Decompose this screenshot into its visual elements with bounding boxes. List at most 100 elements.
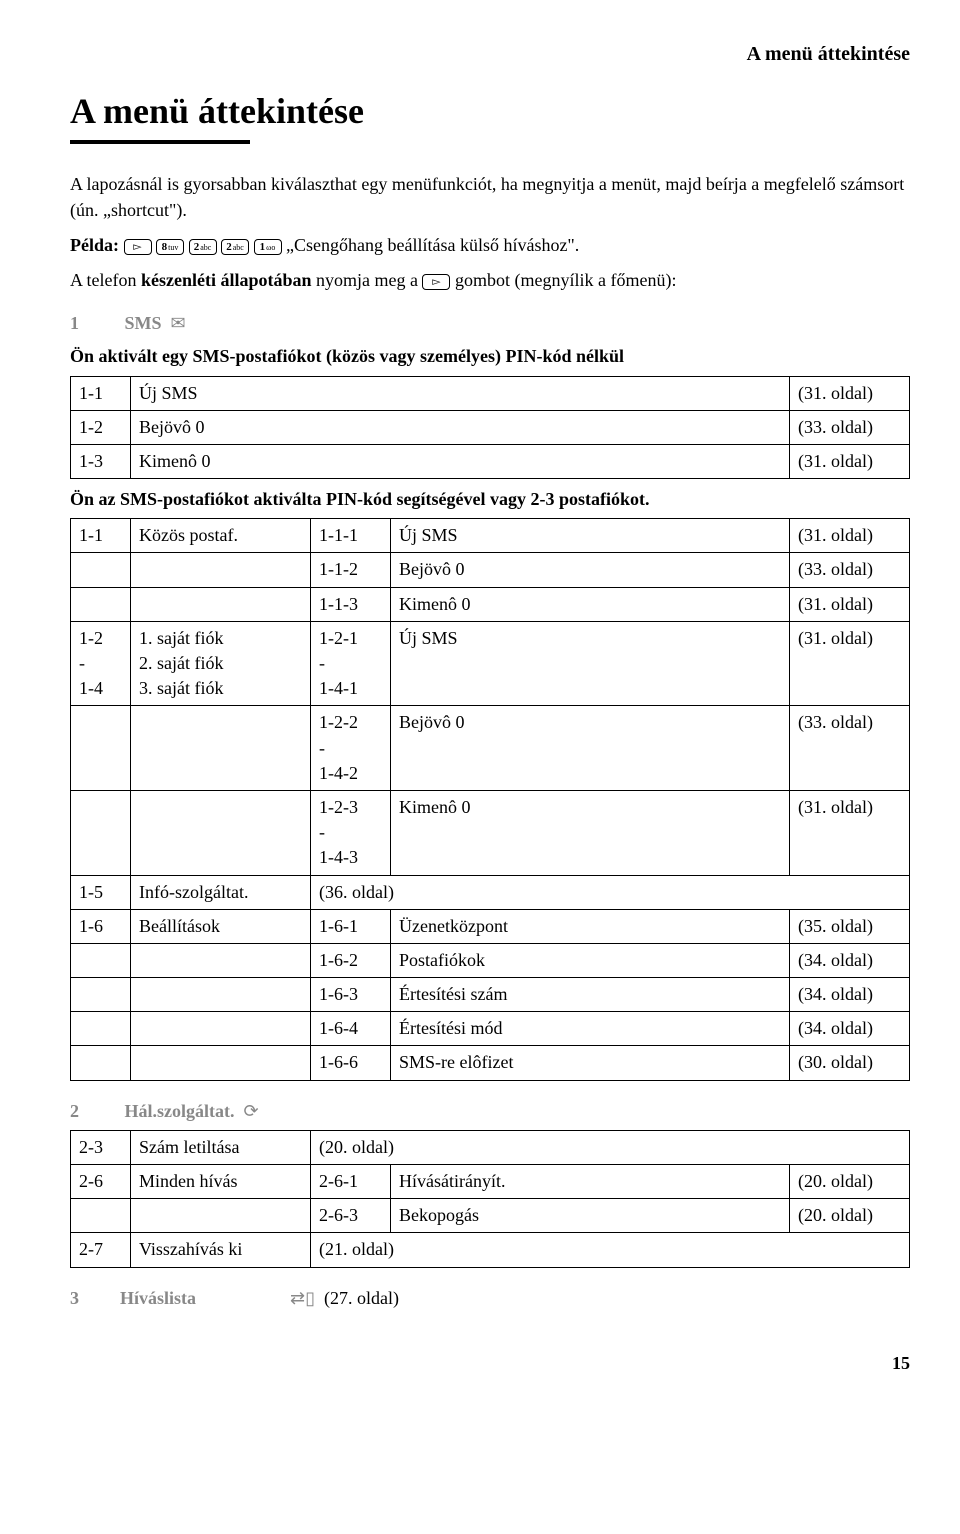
- table-cell: 1-1-2: [311, 553, 391, 587]
- menu-num: 2: [70, 1099, 120, 1124]
- keszenleti-line: A telefon készenléti állapotában nyomja …: [70, 268, 910, 293]
- example-text: „Csengőhang beállítása külső híváshoz".: [286, 235, 579, 255]
- table-1: 1-1Új SMS(31. oldal)1-2Bejövô 0(33. olda…: [70, 376, 910, 480]
- key-2b: 2abc: [221, 239, 249, 255]
- table-cell: [131, 1012, 311, 1046]
- table-cell: (31. oldal): [790, 444, 910, 478]
- key-menu-icon: ▻: [124, 239, 152, 255]
- table-cell: 1-3: [71, 444, 131, 478]
- table-cell: (20. oldal): [790, 1199, 910, 1233]
- text-frag-bold: készenléti állapotában: [141, 270, 312, 290]
- table-cell: (36. oldal): [311, 875, 910, 909]
- menu-title: Hál.szolgáltat.: [125, 1101, 235, 1121]
- table-cell: (30. oldal): [790, 1046, 910, 1080]
- menu-1-header: 1 SMS ✉: [70, 311, 910, 336]
- table-cell: [71, 1012, 131, 1046]
- text-frag: A telefon: [70, 270, 141, 290]
- table-cell: Kimenô 0: [391, 790, 790, 875]
- example-label: Példa:: [70, 235, 119, 255]
- table-2: 1-1Közös postaf.1-1-1Új SMS(31. oldal)1-…: [70, 518, 910, 1080]
- table-cell: Új SMS: [391, 621, 790, 706]
- menu-title: Híváslista: [120, 1286, 290, 1311]
- table-cell: (31. oldal): [790, 376, 910, 410]
- table-cell: [71, 1046, 131, 1080]
- table-cell: Üzenetközpont: [391, 909, 790, 943]
- table-cell: 1-6-6: [311, 1046, 391, 1080]
- text-frag: nyomja meg a: [312, 270, 423, 290]
- table-cell: 1-6-4: [311, 1012, 391, 1046]
- title-underline: [70, 140, 250, 144]
- page-title: A menü áttekintése: [70, 86, 910, 136]
- table-cell: (33. oldal): [790, 706, 910, 791]
- table-cell: [71, 943, 131, 977]
- table-cell: (31. oldal): [790, 587, 910, 621]
- header-right: A menü áttekintése: [70, 40, 910, 68]
- table-cell: [131, 587, 311, 621]
- menu-2-header: 2 Hál.szolgáltat. ⟳: [70, 1099, 910, 1124]
- table-cell: (31. oldal): [790, 621, 910, 706]
- table-cell: 1-2-3-1-4-3: [311, 790, 391, 875]
- page-number: 15: [70, 1351, 910, 1376]
- table-cell: 2-6-1: [311, 1165, 391, 1199]
- table-cell: 1-5: [71, 875, 131, 909]
- table-cell: [71, 553, 131, 587]
- table-cell: [131, 790, 311, 875]
- table-cell: Kimenô 0: [391, 587, 790, 621]
- key-menu-icon: ▻: [422, 274, 450, 290]
- table-cell: Új SMS: [131, 376, 790, 410]
- table-cell: 1-6-3: [311, 978, 391, 1012]
- key-8: 8tuv: [156, 239, 184, 255]
- table-cell: [131, 553, 311, 587]
- table-cell: (31. oldal): [790, 519, 910, 553]
- table-3: 2-3Szám letiltása(20. oldal)2-6Minden hí…: [70, 1130, 910, 1268]
- table-cell: Bekopogás: [391, 1199, 790, 1233]
- table-cell: 1-1: [71, 519, 131, 553]
- table-cell: [131, 943, 311, 977]
- menu-num: 3: [70, 1286, 120, 1311]
- table-cell: 1-1: [71, 376, 131, 410]
- table-cell: (20. oldal): [311, 1130, 910, 1164]
- sms-subhead-2: Ön az SMS-postafiókot aktiválta PIN-kód …: [70, 487, 910, 512]
- table-cell: 1-2-1-1-4-1: [311, 621, 391, 706]
- key-1: 1ωο: [254, 239, 282, 255]
- text-frag: gombot (megnyílik a főmenü):: [450, 270, 676, 290]
- menu-3-header: 3 Híváslista ⇄▯ (27. oldal): [70, 1286, 910, 1311]
- table-cell: [71, 978, 131, 1012]
- table-cell: [71, 587, 131, 621]
- table-cell: 1-6-2: [311, 943, 391, 977]
- table-cell: Értesítési mód: [391, 1012, 790, 1046]
- table-cell: 1-2-2-1-4-2: [311, 706, 391, 791]
- table-cell: 1. saját fiók2. saját fiók3. saját fiók: [131, 621, 311, 706]
- table-cell: [71, 790, 131, 875]
- table-cell: Új SMS: [391, 519, 790, 553]
- table-cell: Bejövô 0: [131, 410, 790, 444]
- example-line: Példa: ▻ 8tuv 2abc 2abc 1ωο „Csengőhang …: [70, 233, 910, 258]
- table-cell: 1-1-3: [311, 587, 391, 621]
- table-cell: Visszahívás ki: [131, 1233, 311, 1267]
- intro-paragraph: A lapozásnál is gyorsabban kiválaszthat …: [70, 172, 910, 222]
- table-cell: Közös postaf.: [131, 519, 311, 553]
- table-cell: (20. oldal): [790, 1165, 910, 1199]
- table-cell: (33. oldal): [790, 410, 910, 444]
- table-cell: [131, 706, 311, 791]
- table-cell: Beállítások: [131, 909, 311, 943]
- table-cell: (31. oldal): [790, 790, 910, 875]
- table-cell: (34. oldal): [790, 943, 910, 977]
- envelope-icon: ✉: [166, 313, 186, 333]
- table-cell: (33. oldal): [790, 553, 910, 587]
- table-cell: Hívásátirányít.: [391, 1165, 790, 1199]
- menu-3-page: (27. oldal): [324, 1286, 399, 1311]
- table-cell: 2-7: [71, 1233, 131, 1267]
- network-icon: ⟳: [239, 1101, 259, 1121]
- table-cell: SMS-re elôfizet: [391, 1046, 790, 1080]
- table-cell: [131, 1199, 311, 1233]
- table-cell: (34. oldal): [790, 978, 910, 1012]
- table-cell: 1-1-1: [311, 519, 391, 553]
- table-cell: Szám letiltása: [131, 1130, 311, 1164]
- table-cell: (34. oldal): [790, 1012, 910, 1046]
- table-cell: Értesítési szám: [391, 978, 790, 1012]
- table-cell: 2-3: [71, 1130, 131, 1164]
- table-cell: [131, 978, 311, 1012]
- table-cell: Bejövô 0: [391, 706, 790, 791]
- table-cell: Minden hívás: [131, 1165, 311, 1199]
